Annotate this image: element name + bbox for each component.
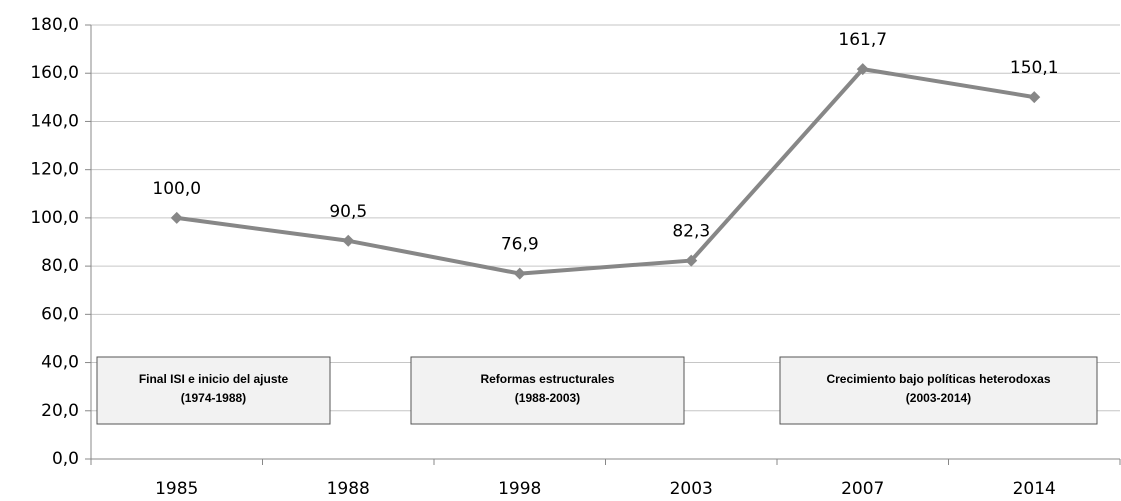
line	[176, 67, 1035, 276]
y-tick-label: 0,0	[52, 449, 79, 469]
x-tick-label: 2014	[1013, 479, 1056, 499]
x-tick-label: 2007	[841, 479, 884, 499]
marker	[1028, 91, 1041, 104]
annotation-box	[96, 356, 331, 425]
x-tick-label: 2003	[670, 479, 713, 499]
y-tick-label: 20,0	[41, 401, 79, 421]
marker	[856, 63, 869, 76]
y-tick-label: 60,0	[41, 304, 79, 324]
x-tick-label: 1998	[498, 479, 541, 499]
data-label: 76,9	[501, 235, 539, 255]
y-tick-label: 100,0	[30, 208, 79, 228]
marker	[513, 267, 526, 280]
data-label: 90,5	[329, 202, 367, 222]
x-tick-label: 1988	[327, 479, 370, 499]
data-label: 161,7	[838, 30, 887, 50]
annotation-text: (1974-1988)	[181, 391, 246, 405]
annotation-box	[779, 356, 1098, 425]
y-tick-label: 140,0	[30, 111, 79, 131]
marker	[685, 254, 698, 267]
annotation-text: (2003-2014)	[906, 391, 971, 405]
data-label: 100,0	[152, 179, 201, 199]
x-tick-label: 1985	[155, 479, 198, 499]
y-tick-label: 80,0	[41, 256, 79, 276]
y-tick-label: 120,0	[30, 160, 79, 180]
data-label: 150,1	[1010, 58, 1059, 78]
y-tick-label: 160,0	[30, 63, 79, 83]
annotation-text: Reformas estructurales	[480, 372, 614, 386]
annotation-text: (1988-2003)	[515, 391, 580, 405]
marker	[342, 234, 355, 247]
y-tick-label: 180,0	[30, 15, 79, 35]
y-tick-label: 40,0	[41, 353, 79, 373]
annotation-box	[410, 356, 685, 425]
data-label: 82,3	[672, 222, 710, 242]
marker	[170, 211, 183, 224]
annotation-text: Final ISI e inicio del ajuste	[139, 372, 289, 386]
annotation-text: Crecimiento bajo políticas heterodoxas	[826, 372, 1050, 386]
